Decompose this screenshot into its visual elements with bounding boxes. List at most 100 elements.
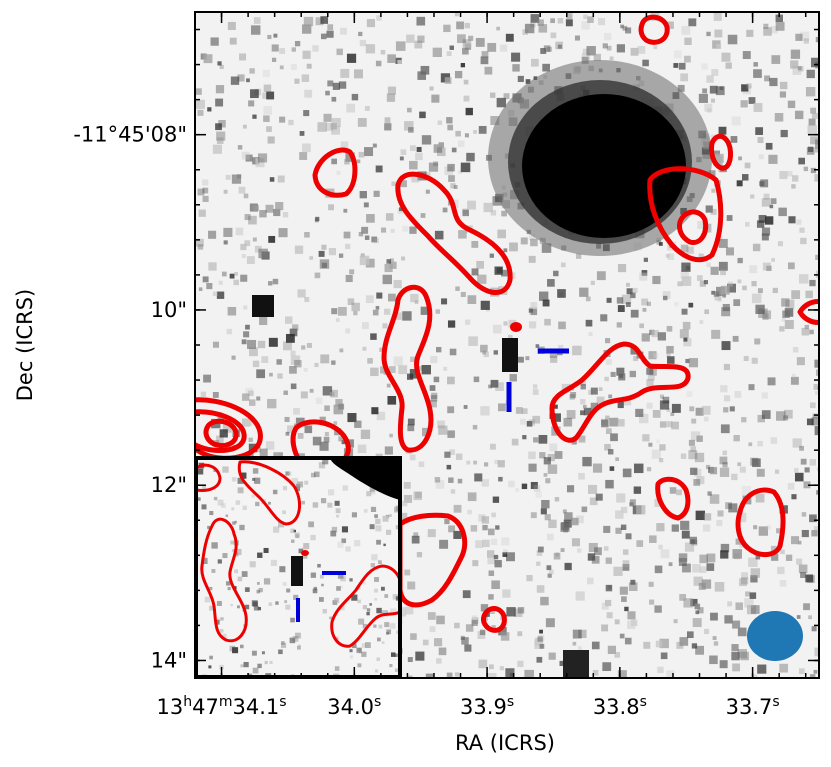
- noise-pixel: [395, 41, 406, 51]
- position-markers: [506, 348, 569, 412]
- noise-pixel: [387, 54, 396, 63]
- noise-pixel: [732, 620, 741, 629]
- noise-pixel: [303, 16, 314, 27]
- noise-pixel: [796, 615, 801, 619]
- noise-pixel: [637, 46, 646, 54]
- noise-pixel: [769, 77, 778, 87]
- noise-pixel: [744, 598, 754, 608]
- noise-pixel: [319, 597, 324, 602]
- noise-pixel: [404, 121, 414, 131]
- noise-pixel: [226, 328, 233, 335]
- noise-pixel: [636, 540, 644, 547]
- noise-pixel: [558, 344, 564, 351]
- noise-pixel: [564, 562, 572, 571]
- noise-pixel: [582, 404, 587, 409]
- noise-pixel: [711, 68, 719, 76]
- noise-pixel: [646, 402, 653, 409]
- noise-pixel: [609, 417, 618, 427]
- noise-pixel: [542, 299, 550, 307]
- noise-pixel: [580, 384, 586, 390]
- noise-pixel: [630, 579, 636, 585]
- noise-pixel: [453, 530, 462, 539]
- noise-pixel: [366, 611, 370, 616]
- noise-pixel: [505, 33, 514, 42]
- noise-pixel: [586, 46, 596, 56]
- noise-pixel: [244, 587, 250, 592]
- noise-pixel: [360, 429, 371, 439]
- noise-pixel: [437, 120, 443, 125]
- noise-pixel: [713, 13, 722, 21]
- noise-pixel: [791, 175, 799, 182]
- noise-pixel: [376, 411, 386, 421]
- noise-pixel: [710, 98, 715, 103]
- inset-contour: [237, 460, 302, 526]
- noise-pixel: [698, 93, 708, 103]
- noise-pixel: [787, 100, 796, 109]
- noise-pixel: [245, 419, 252, 426]
- noise-pixel: [243, 193, 249, 199]
- y-axis-title: Dec (ICRS): [13, 289, 37, 401]
- noise-pixel: [442, 207, 448, 213]
- noise-pixel: [315, 216, 320, 222]
- noise-pixel: [559, 660, 565, 666]
- noise-pixel: [517, 660, 524, 667]
- noise-pixel: [538, 434, 548, 444]
- noise-pixel: [697, 607, 704, 614]
- noise-pixel: [340, 68, 350, 78]
- noise-pixel: [279, 65, 284, 70]
- noise-pixel: [232, 647, 239, 654]
- noise-pixel: [361, 226, 369, 234]
- noise-pixel: [320, 498, 327, 504]
- noise-pixel: [315, 17, 324, 26]
- noise-pixel: [681, 276, 692, 286]
- noise-pixel: [814, 359, 819, 368]
- noise-pixel: [617, 670, 627, 678]
- noise-pixel: [312, 436, 322, 446]
- noise-pixel: [453, 504, 462, 513]
- noise-pixel: [202, 187, 209, 194]
- noise-pixel: [583, 407, 592, 416]
- noise-pixel: [407, 581, 416, 590]
- noise-pixel: [359, 255, 370, 266]
- noise-pixel: [242, 393, 250, 401]
- contour: [290, 419, 351, 465]
- noise-pixel: [357, 118, 367, 127]
- noise-pixel: [384, 117, 391, 124]
- noise-pixel: [643, 257, 648, 262]
- noise-pixel: [711, 329, 721, 339]
- noise-pixel: [762, 262, 771, 271]
- noise-pixel: [378, 560, 382, 565]
- noise-pixel: [375, 669, 379, 673]
- noise-pixel: [526, 420, 533, 427]
- noise-pixel: [788, 216, 796, 224]
- noise-pixel: [712, 636, 717, 640]
- noise-pixel: [275, 601, 279, 605]
- noise-pixel: [535, 344, 540, 348]
- noise-pixel: [716, 43, 722, 49]
- noise-pixel: [437, 420, 445, 429]
- noise-pixel: [548, 519, 557, 529]
- noise-pixel: [295, 486, 301, 492]
- noise-pixel: [550, 32, 557, 39]
- noise-pixel: [796, 558, 803, 565]
- noise-pixel: [803, 38, 809, 44]
- noise-pixel: [225, 514, 229, 517]
- noise-pixel: [345, 328, 351, 334]
- contour: [709, 133, 733, 171]
- noise-pixel: [669, 487, 677, 494]
- noise-pixel: [757, 137, 764, 144]
- noise-pixel: [464, 644, 472, 652]
- noise-pixel: [227, 21, 236, 31]
- noise-pixel: [543, 45, 551, 52]
- noise-pixel: [721, 341, 731, 351]
- noise-pixel: [435, 480, 445, 489]
- noise-pixel: [429, 385, 436, 391]
- noise-pixel: [472, 424, 478, 430]
- noise-pixel: [609, 466, 615, 471]
- noise-pixel: [253, 205, 260, 211]
- noise-pixel: [345, 274, 353, 283]
- noise-pixel: [554, 497, 560, 502]
- noise-pixel: [553, 270, 559, 277]
- noise-pixel: [748, 557, 758, 567]
